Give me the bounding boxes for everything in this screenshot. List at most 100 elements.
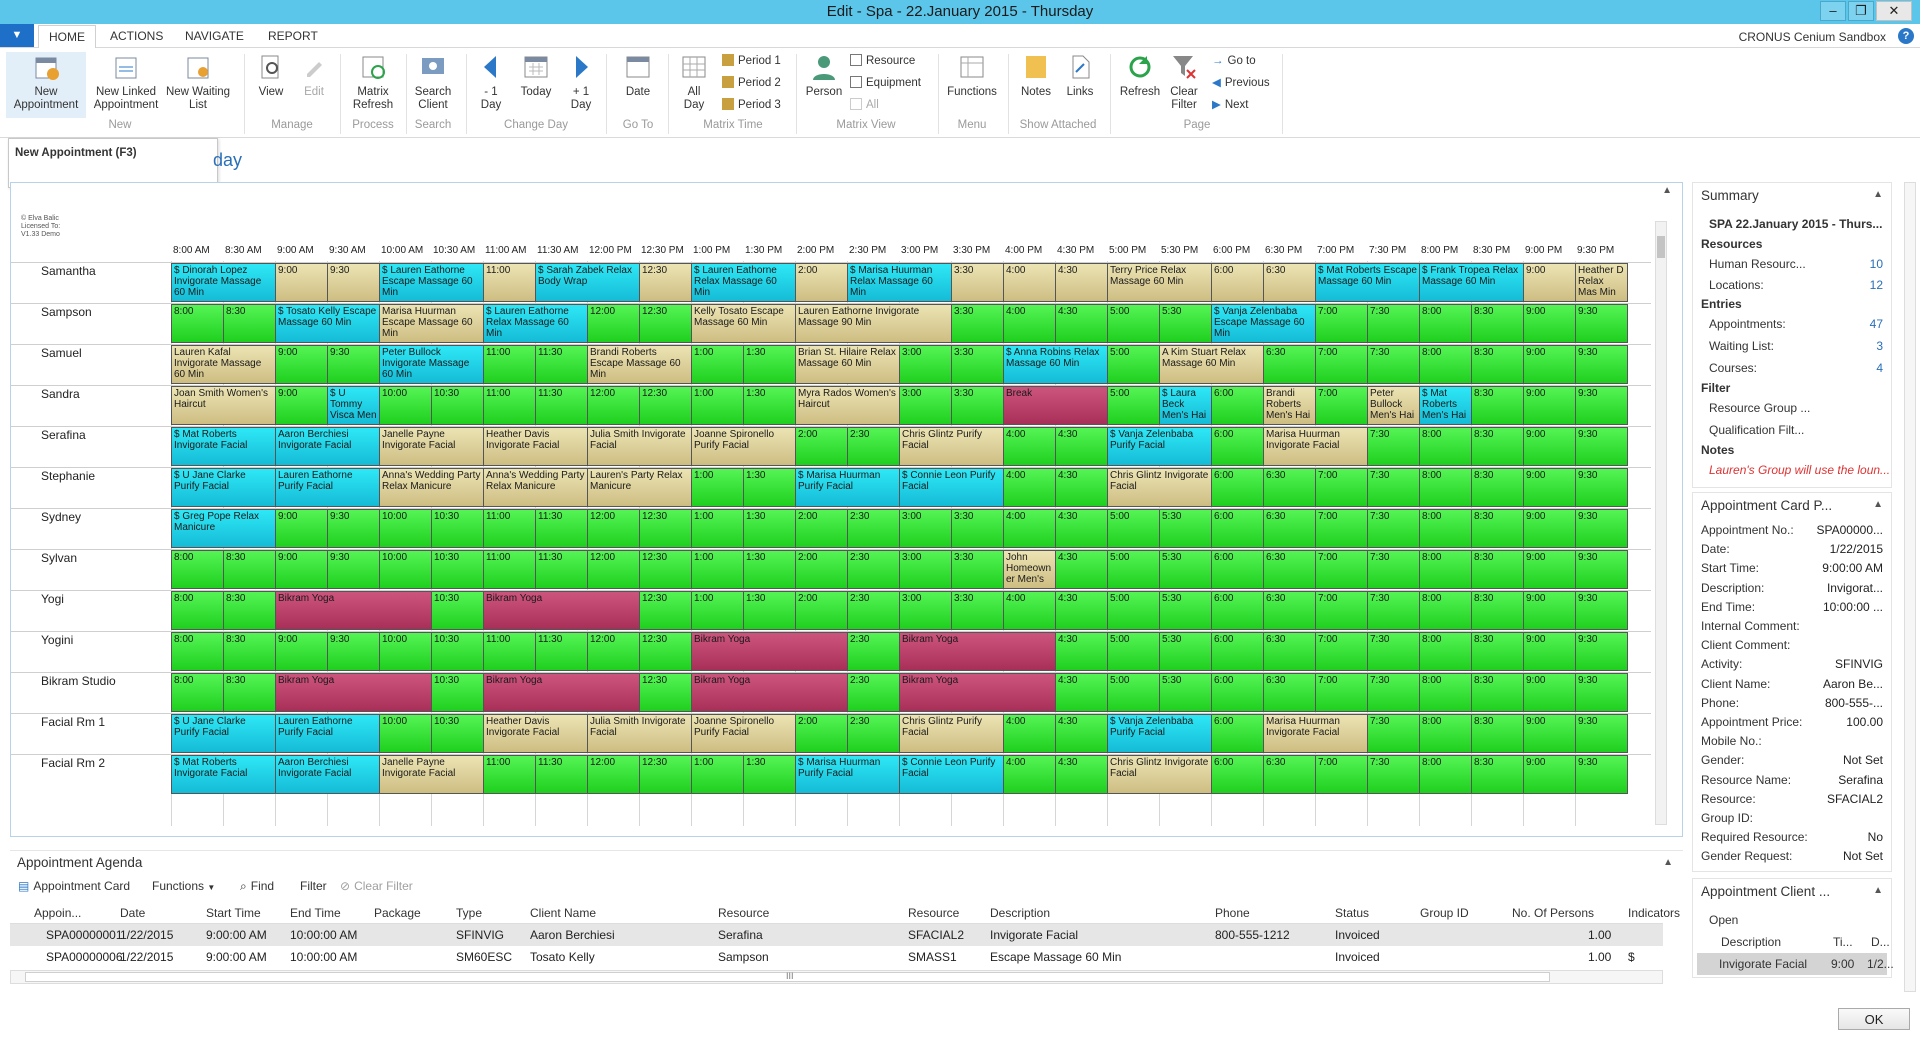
edit-button[interactable]: Edit <box>298 52 330 99</box>
free-slot[interactable]: 5:00 <box>1107 304 1160 343</box>
free-slot[interactable]: 2:30 <box>847 427 900 466</box>
free-slot[interactable]: 4:00 <box>1003 304 1056 343</box>
agenda-column-header[interactable]: Description <box>990 906 1051 920</box>
free-slot[interactable]: 12:30 <box>639 509 692 548</box>
free-slot[interactable]: 7:30 <box>1367 550 1420 589</box>
appointment-block[interactable]: Brian St. Hilaire Relax Massage 60 Min <box>795 345 900 384</box>
free-slot[interactable]: 6:30 <box>1263 509 1316 548</box>
free-slot[interactable]: 7:30 <box>1367 509 1420 548</box>
next-button[interactable]: ▶ Next <box>1212 98 1249 112</box>
free-slot[interactable]: 1:00 <box>691 386 744 425</box>
free-slot[interactable]: 8:00 <box>171 591 224 630</box>
appointment-block[interactable]: Janelle Payne Invigorate Facial <box>379 427 484 466</box>
free-slot[interactable]: 5:30 <box>1159 304 1212 343</box>
free-slot[interactable]: 8:30 <box>1471 550 1524 589</box>
free-slot[interactable]: 12:30 <box>639 550 692 589</box>
minimize-icon[interactable]: – <box>1820 1 1846 21</box>
appointment-block[interactable]: Brandi Roberts Men's Hai <box>1263 386 1316 425</box>
today-button[interactable]: Today <box>516 52 556 99</box>
free-slot[interactable]: 4:30 <box>1055 427 1108 466</box>
free-slot[interactable]: 8:30 <box>1471 755 1524 794</box>
appointment-block[interactable]: $ Lauren Eathorne Relax Massage 60 Min <box>483 304 588 343</box>
free-slot[interactable]: 9:30 <box>1575 673 1628 712</box>
free-slot[interactable]: 4:30 <box>1055 591 1108 630</box>
appointment-block[interactable]: Heather D Relax Mas Min <box>1575 263 1628 302</box>
free-slot[interactable]: 8:00 <box>1419 550 1472 589</box>
appointment-block[interactable]: $ Tosato Kelly Escape Massage 60 Min <box>275 304 380 343</box>
free-slot[interactable]: 6:00 <box>1211 755 1264 794</box>
free-slot[interactable]: 1:30 <box>743 468 796 507</box>
free-slot[interactable]: 8:30 <box>223 591 276 630</box>
free-slot[interactable]: 11:00 <box>483 550 536 589</box>
free-slot[interactable]: 12:00 <box>587 304 640 343</box>
free-slot[interactable]: 8:00 <box>1419 304 1472 343</box>
period-2-button[interactable]: Period 2 <box>722 76 781 90</box>
free-slot[interactable]: 5:00 <box>1107 591 1160 630</box>
free-slot[interactable]: 9:30 <box>327 550 380 589</box>
locations-count[interactable]: 12 <box>1869 278 1883 292</box>
free-slot[interactable]: 9:00 <box>1523 550 1576 589</box>
appointment-block[interactable]: $ Mat Roberts Men's Hai <box>1419 386 1472 425</box>
period-1-button[interactable]: Period 1 <box>722 54 781 68</box>
free-slot[interactable]: 5:30 <box>1159 591 1212 630</box>
card-collapse-icon[interactable]: ▲ <box>1873 499 1883 510</box>
class-block[interactable]: Bikram Yoga <box>691 673 848 712</box>
agenda-horizontal-scrollbar[interactable]: III <box>10 970 1663 984</box>
free-slot[interactable]: 6:00 <box>1211 509 1264 548</box>
agenda-column-header[interactable]: Resource <box>718 906 770 920</box>
free-slot[interactable]: 2:30 <box>847 714 900 753</box>
free-slot[interactable]: 10:30 <box>431 714 484 753</box>
appointment-block[interactable]: 3:30 <box>951 263 1004 302</box>
appointment-block[interactable]: $ Laura Beck Men's Hai <box>1159 386 1212 425</box>
appointment-block[interactable]: Marisa Huurman Invigorate Facial <box>1263 427 1368 466</box>
free-slot[interactable]: 9:30 <box>1575 468 1628 507</box>
card-field-value[interactable]: Serafina <box>1838 772 1883 787</box>
appointment-block[interactable]: $ Lauren Eathorne Relax Massage 60 Min <box>691 263 796 302</box>
free-slot[interactable]: 2:00 <box>795 509 848 548</box>
free-slot[interactable]: 1:00 <box>691 345 744 384</box>
free-slot[interactable]: 5:30 <box>1159 632 1212 671</box>
agenda-column-header[interactable]: Phone <box>1215 906 1250 920</box>
free-slot[interactable]: 8:00 <box>171 304 224 343</box>
free-slot[interactable]: 10:00 <box>379 550 432 589</box>
free-slot[interactable]: 3:30 <box>951 345 1004 384</box>
free-slot[interactable]: 12:30 <box>639 591 692 630</box>
free-slot[interactable]: 9:30 <box>1575 714 1628 753</box>
free-slot[interactable]: 8:30 <box>1471 673 1524 712</box>
appointment-block[interactable]: Julia Smith Invigorate Facial <box>587 714 692 753</box>
free-slot[interactable]: 10:00 <box>379 386 432 425</box>
free-slot[interactable]: 10:30 <box>431 550 484 589</box>
free-slot[interactable]: 8:00 <box>171 550 224 589</box>
free-slot[interactable]: 7:00 <box>1315 386 1368 425</box>
appointment-block[interactable]: 9:30 <box>327 263 380 302</box>
free-slot[interactable]: 2:00 <box>795 550 848 589</box>
free-slot[interactable]: 11:00 <box>483 509 536 548</box>
free-slot[interactable]: 8:30 <box>223 632 276 671</box>
free-slot[interactable]: 4:00 <box>1003 468 1056 507</box>
appointment-block[interactable]: $ Greg Pope Relax Manicure <box>171 509 276 548</box>
collapse-icon[interactable]: ▲ <box>1662 185 1672 196</box>
free-slot[interactable]: 9:00 <box>1523 714 1576 753</box>
free-slot[interactable]: 7:00 <box>1315 345 1368 384</box>
tab-navigate[interactable]: NAVIGATE <box>185 29 244 43</box>
free-slot[interactable]: 4:30 <box>1055 509 1108 548</box>
appointment-block[interactable]: Lauren Eathorne Purify Facial <box>275 468 380 507</box>
appointment-block[interactable]: $ Anna Robins Relax Massage 60 Min <box>1003 345 1108 384</box>
free-slot[interactable]: 7:00 <box>1315 509 1368 548</box>
free-slot[interactable]: 8:00 <box>1419 632 1472 671</box>
free-slot[interactable]: 2:30 <box>847 591 900 630</box>
appointment-block[interactable]: $ Sarah Zabek Relax Body Wrap <box>535 263 640 302</box>
agenda-clear-filter-button[interactable]: ⊘ Clear Filter <box>340 879 413 893</box>
appointment-block[interactable]: 4:30 <box>1055 263 1108 302</box>
appointment-block[interactable]: Lauren Eathorne Invigorate Massage 90 Mi… <box>795 304 952 343</box>
free-slot[interactable]: 8:30 <box>223 550 276 589</box>
free-slot[interactable]: 1:30 <box>743 386 796 425</box>
appointment-block[interactable]: $ Vanja Zelenbaba Escape Massage 60 Min <box>1211 304 1316 343</box>
notes-button[interactable]: Notes <box>1018 52 1054 99</box>
agenda-column-header[interactable]: Appoin... <box>34 906 82 920</box>
free-slot[interactable]: 5:00 <box>1107 673 1160 712</box>
appointment-block[interactable]: Marisa Huurman Escape Massage 60 Min <box>379 304 484 343</box>
free-slot[interactable]: 9:00 <box>275 632 328 671</box>
free-slot[interactable]: 1:30 <box>743 755 796 794</box>
free-slot[interactable]: 1:30 <box>743 550 796 589</box>
